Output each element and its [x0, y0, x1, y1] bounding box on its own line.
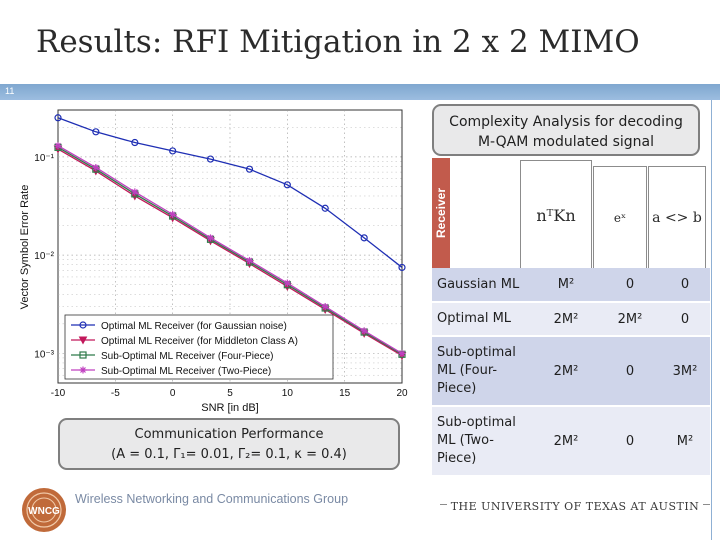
wncg-logo: WNCG [22, 488, 66, 532]
title-bar: 11 [0, 84, 720, 100]
complexity-callout-line1: Complexity Analysis for decoding [449, 114, 683, 130]
slide-title: Results: RFI Mitigation in 2 x 2 MIMO [36, 24, 640, 60]
data-point [321, 303, 329, 311]
receiver-header-label: Receiver [432, 158, 450, 268]
complexity-callout: Complexity Analysis for decoding M-QAM m… [432, 104, 700, 156]
table-row: Sub-optimal ML (Two-Piece) 2M² 0 M² [432, 406, 710, 477]
legend-marker [78, 336, 88, 345]
legend-entry: Sub-Optimal ML Receiver (Four-Piece) [101, 351, 273, 362]
data-point [360, 327, 368, 335]
data-point [131, 138, 139, 147]
data-point [169, 210, 177, 218]
cell-exponential: 0 [600, 406, 660, 477]
legend-marker [79, 366, 87, 374]
legend-marker [79, 321, 87, 329]
receiver-name: Optimal ML [432, 302, 532, 337]
data-point [206, 155, 215, 163]
data-point [131, 188, 139, 196]
data-point [360, 234, 368, 242]
performance-callout: Communication Performance (A = 0.1, Γ₁= … [58, 418, 400, 470]
x-axis-label: SNR [in dB] [201, 402, 258, 414]
receiver-header [432, 158, 450, 268]
complexity-callout-line2: M-QAM modulated signal [477, 134, 655, 150]
series-line [57, 117, 403, 268]
data-point [169, 147, 177, 155]
x-tick-label: 20 [396, 388, 408, 399]
y-axis-label: Vector Symbol Error Rate [19, 185, 31, 310]
data-point [54, 142, 62, 150]
legend-entry: Sub-Optimal ML Receiver (Two-Piece) [101, 366, 271, 377]
cell-comparison: 0 [660, 302, 710, 337]
table-row: Sub-optimal ML (Four-Piece) 2M² 0 3M² [432, 336, 710, 407]
series-line [57, 148, 403, 357]
cell-quadratic: 2M² [532, 336, 600, 407]
series-line [57, 146, 403, 355]
table-row: Optimal ML 2M² 2M² 0 [432, 302, 710, 337]
data-point [398, 263, 406, 272]
cell-exponential: 0 [600, 336, 660, 407]
data-point [398, 349, 406, 357]
legend-entry: Optimal ML Receiver (for Middleton Class… [101, 336, 298, 347]
data-point [54, 114, 62, 122]
data-point [245, 165, 254, 173]
header-exponential: eˣ [593, 166, 647, 270]
table-row: Gaussian ML M² 0 0 [432, 268, 710, 303]
series-line [57, 145, 403, 354]
cell-exponential: 2M² [600, 302, 660, 337]
cell-comparison: M² [660, 406, 710, 477]
legend-box [64, 314, 334, 380]
performance-callout-line1: Communication Performance [134, 427, 324, 442]
y-tick-label: 10⁻³ [34, 349, 54, 360]
x-tick-label: 0 [170, 388, 176, 399]
y-tick-label: 10⁻² [34, 251, 54, 262]
data-point [207, 234, 215, 242]
data-point [321, 204, 329, 212]
logo-text: WNCG [28, 506, 60, 517]
cell-quadratic: 2M² [532, 406, 600, 477]
cell-comparison: 3M² [660, 336, 710, 407]
x-tick-label: 15 [339, 388, 351, 399]
receiver-name: Sub-optimal ML (Four-Piece) [432, 336, 532, 407]
receiver-label-text: Receiver [434, 187, 448, 239]
data-point [92, 163, 100, 171]
cell-exponential: 0 [600, 268, 660, 303]
slide-number: 11 [5, 86, 15, 96]
complexity-table: Gaussian ML M² 0 0 Optimal ML 2M² 2M² 0 … [432, 268, 710, 477]
x-tick-label: -5 [111, 388, 120, 399]
cell-quadratic: M² [532, 268, 600, 303]
university-name: THE UNIVERSITY OF TEXAS AT AUSTIN [440, 500, 710, 513]
group-name: Wireless Networking and Communications G… [75, 492, 349, 506]
cell-quadratic: 2M² [532, 302, 600, 337]
data-point [92, 128, 100, 136]
side-rule [711, 100, 712, 540]
x-tick-label: 5 [227, 388, 233, 399]
y-tick-label: 10⁻¹ [34, 153, 54, 164]
header-comparison: a <> b [648, 166, 706, 270]
x-tick-label: -10 [51, 388, 66, 399]
data-point [283, 279, 291, 287]
legend-marker [79, 351, 87, 359]
university-name-text: THE UNIVERSITY OF TEXAS AT AUSTIN [446, 500, 704, 513]
data-point [283, 181, 291, 189]
legend-entry: Optimal ML Receiver (for Gaussian noise) [101, 321, 287, 332]
cell-comparison: 0 [660, 268, 710, 303]
data-point [245, 257, 253, 265]
performance-callout-line2: (A = 0.1, Γ₁= 0.01, Γ₂= 0.1, κ = 0.4) [111, 447, 347, 462]
x-tick-label: 10 [282, 388, 294, 399]
ser-chart: -10 -5 0 5 10 15 20 10⁻³ 10⁻² 10⁻¹ Optimal ML Rec… [19, 109, 408, 414]
receiver-name: Gaussian ML [432, 268, 532, 303]
header-quadratic-form: nᵀKn [520, 160, 592, 270]
receiver-name: Sub-optimal ML (Two-Piece) [432, 406, 532, 477]
